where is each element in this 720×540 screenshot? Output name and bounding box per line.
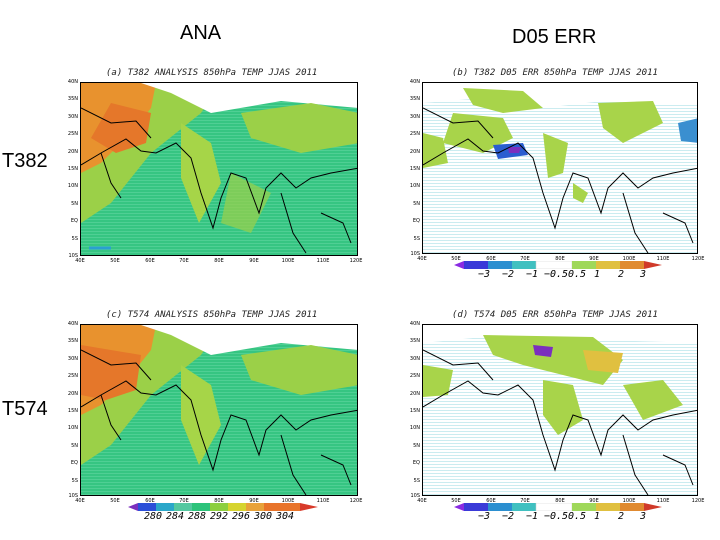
panel-d-title: (d) T574 D05 ERR 850hPa TEMP JJAS 2011 (452, 310, 658, 320)
panel-a-field (81, 83, 357, 255)
panel-c: (c) T574 ANALYSIS 850hPa TEMP JJAS 2011 … (67, 310, 363, 522)
row-label-t382: T382 (2, 150, 48, 173)
panel-c-field (81, 325, 357, 495)
row-label-t574: T574 (2, 398, 48, 421)
panel-b-field (423, 83, 697, 253)
panel-d-field (423, 325, 697, 495)
panel-c-map (80, 324, 358, 496)
panel-a: (a) T382 ANALYSIS 850hPa TEMP JJAS 2011 (67, 68, 363, 264)
panel-b-map (422, 82, 698, 254)
panel-a-map (80, 82, 358, 256)
panel-d-map (422, 324, 698, 496)
column-title-error: D05 ERR (512, 26, 597, 48)
panel-d: (d) T574 D05 ERR 850hPa TEMP JJAS 2011 4… (409, 310, 705, 522)
panel-c-title: (c) T574 ANALYSIS 850hPa TEMP JJAS 2011 (106, 310, 318, 320)
panel-b-title: (b) T382 D05 ERR 850hPa TEMP JJAS 2011 (452, 68, 658, 78)
panel-c-colorbar (128, 503, 318, 511)
panel-b: (b) T382 D05 ERR 850hPa TEMP JJAS 2011 (409, 68, 705, 280)
panel-a-title: (a) T382 ANALYSIS 850hPa TEMP JJAS 2011 (106, 68, 318, 78)
panel-d-colorbar (454, 503, 662, 511)
panel-b-colorbar (454, 261, 662, 269)
column-title-analysis: ANA (180, 22, 222, 44)
